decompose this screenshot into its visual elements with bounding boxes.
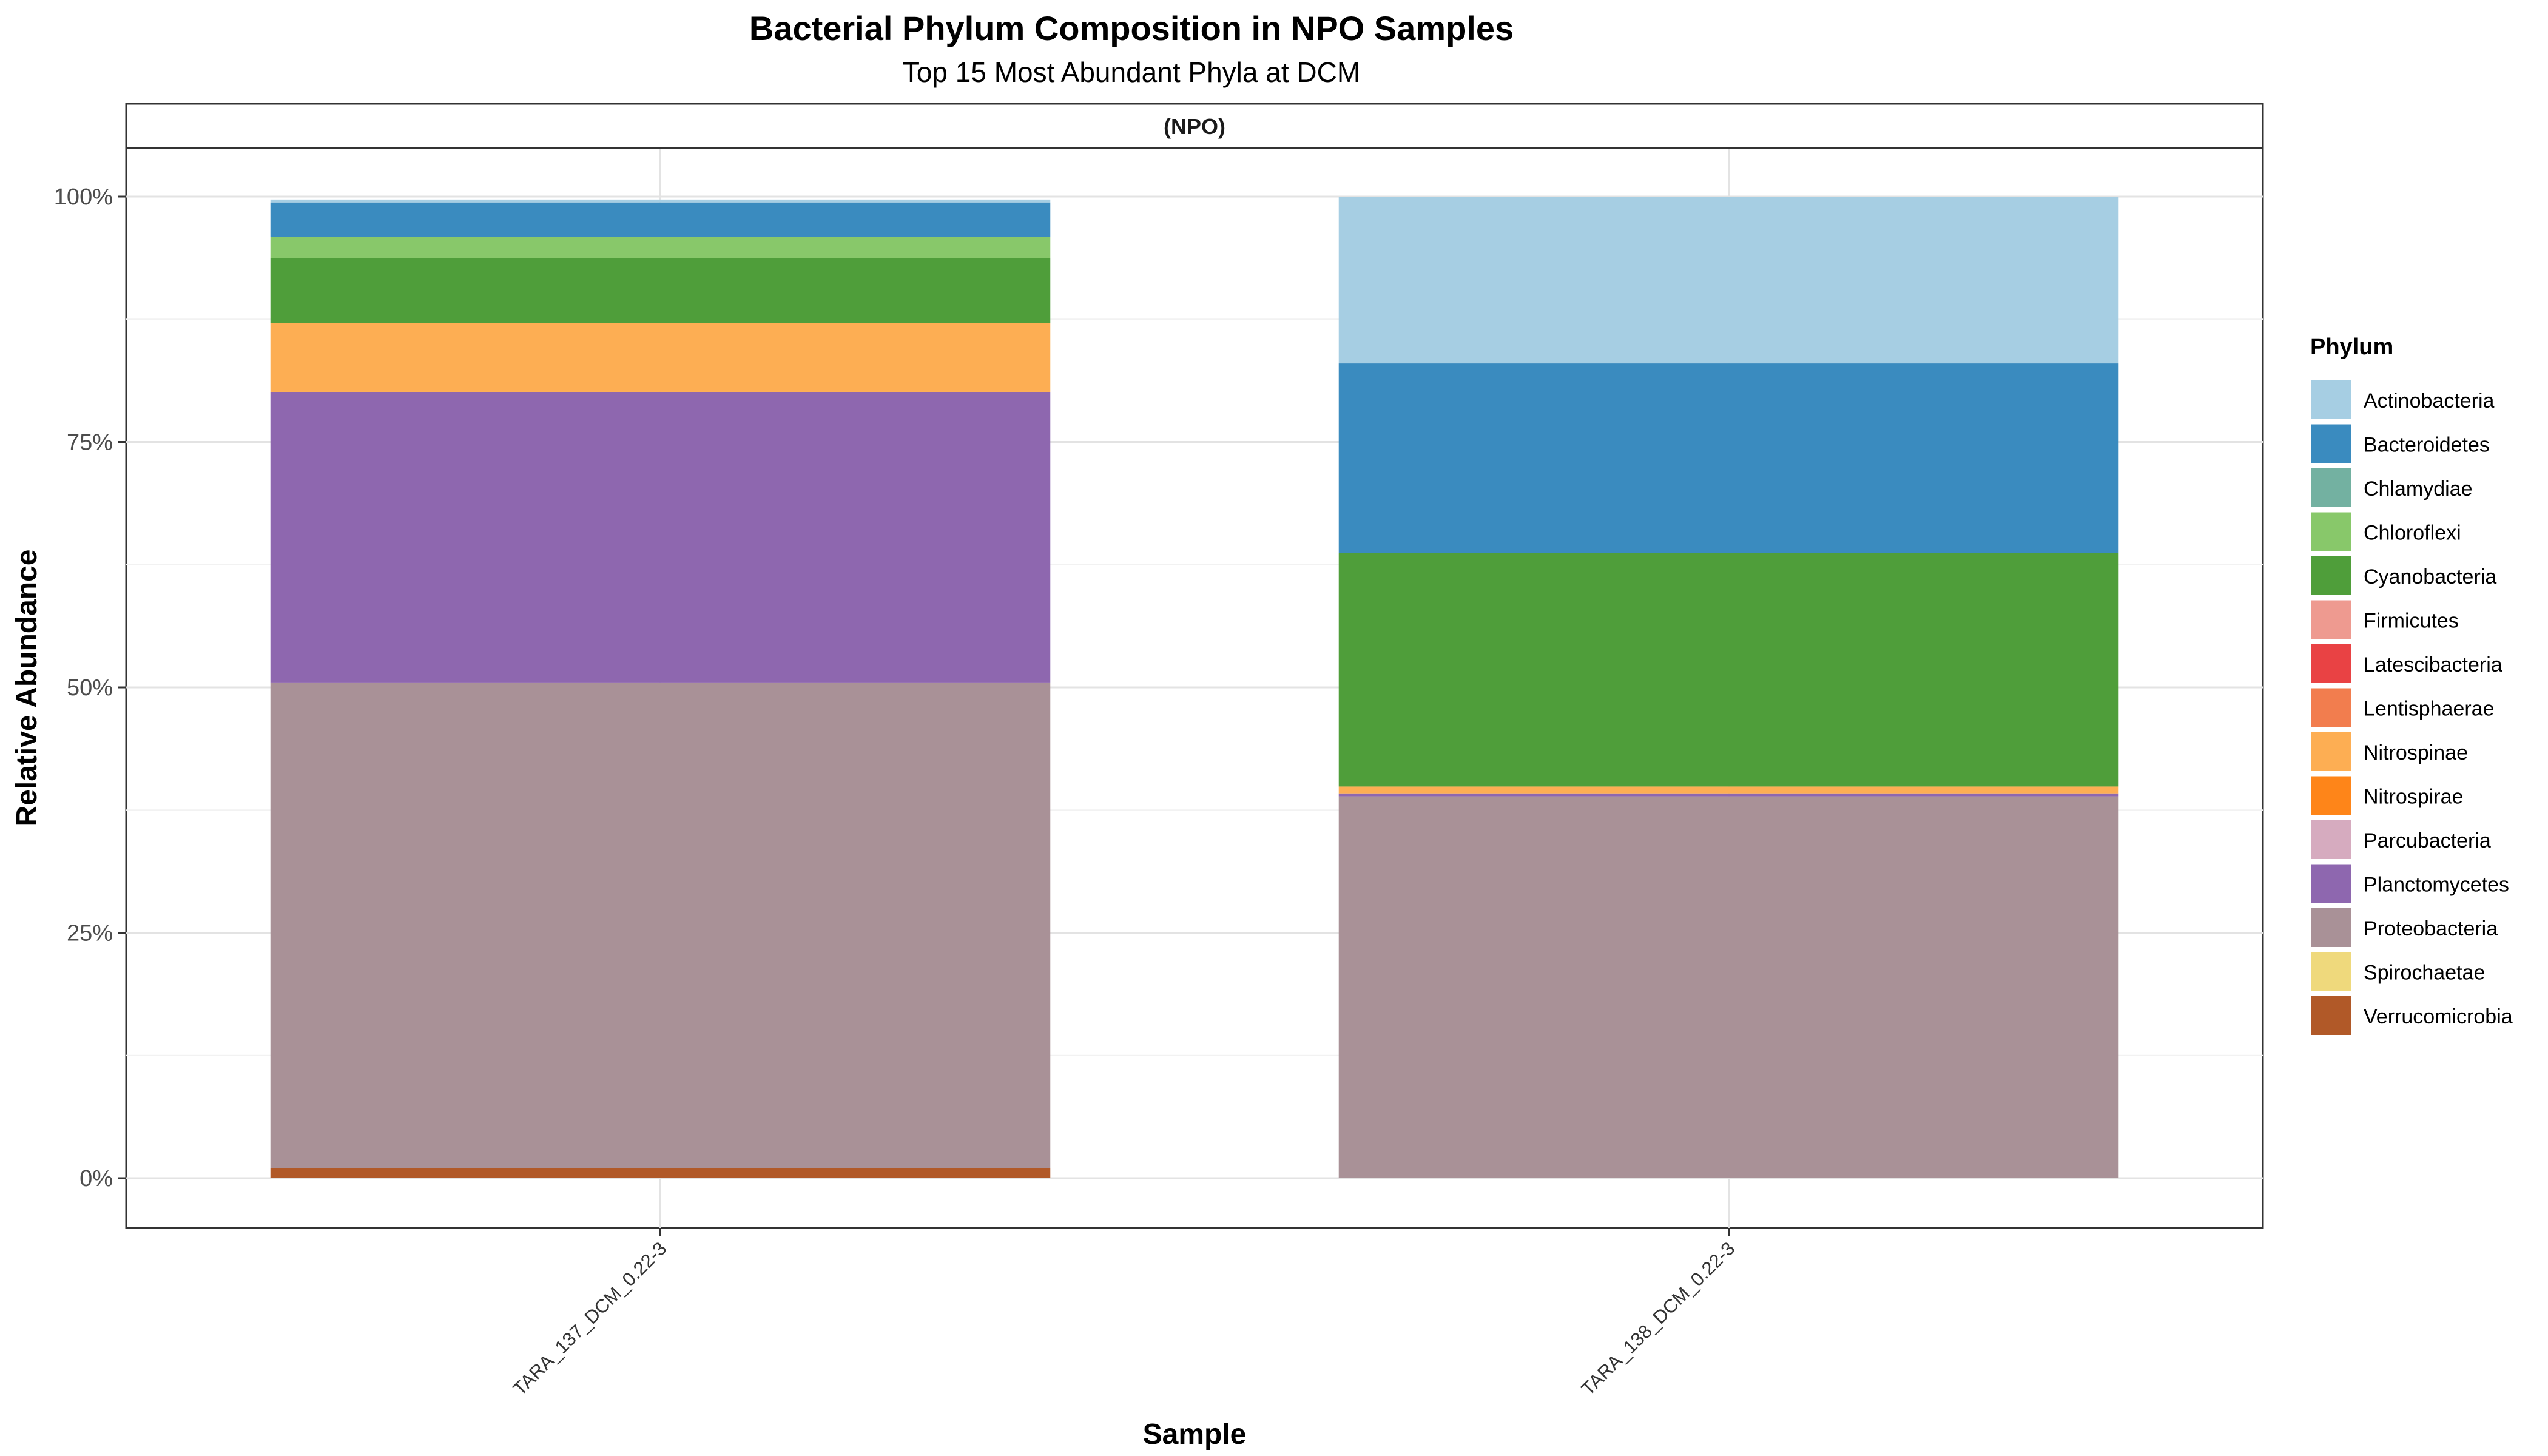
bar-segment-planctomycetes [1338,793,2119,797]
x-tick-label: TARA_137_DCM_0.22-3 [509,1238,671,1400]
bar-segment-nitrospinae [1338,786,2119,794]
legend-label-cyanobacteria: Cyanobacteria [2364,565,2496,588]
legend-label-chloroflexi: Chloroflexi [2364,522,2461,545]
bar-segment-bacteroidetes [270,202,1051,237]
y-axis: 0% 25% 50% 75% 100% [54,184,126,1191]
chart-subtitle: Top 15 Most Abundant Phyla at DCM [902,56,1361,88]
y-tick-label: 25% [67,921,113,946]
bar-segment-verrucomicrobia [270,1168,1051,1178]
y-tick-label: 75% [67,430,113,456]
chart-title: Bacterial Phylum Composition in NPO Samp… [749,9,1514,47]
legend-swatch-parcubacteria [2310,819,2352,860]
bar-segment-proteobacteria [1338,796,2119,1178]
y-tick-label: 50% [67,675,113,701]
legend-swatch-lentisphaerae [2310,687,2352,729]
legend-label-planctomycetes: Planctomycetes [2364,874,2509,897]
legend-swatch-cyanobacteria [2310,555,2352,596]
bar-segment-bacteroidetes [1338,363,2119,553]
bar-segment-actinobacteria [1338,197,2119,364]
x-axis: TARA_137_DCM_0.22-3 TARA_138_DCM_0.22-3 [509,1228,1739,1400]
legend-label-spirochaetae: Spirochaetae [2364,962,2485,985]
legend-label-latescibacteria: Latescibacteria [2364,653,2502,676]
legend-swatch-nitrospirae [2310,775,2352,817]
y-tick-label: 0% [79,1166,113,1191]
facet-strip [125,103,2264,149]
bar-segment-chloroflexi [270,237,1051,258]
bar-segment-planctomycetes [270,391,1051,682]
legend-label-chlamydiae: Chlamydiae [2364,477,2473,500]
bar-segment-cyanobacteria [270,258,1051,323]
legend-swatch-spirochaetae [2310,951,2352,993]
legend-swatch-chlamydiae [2310,467,2352,508]
legend-swatch-planctomycetes [2310,863,2352,905]
legend-swatch-latescibacteria [2310,643,2352,684]
legend-label-verrucomicrobia: Verrucomicrobia [2364,1005,2513,1028]
bar-segment-proteobacteria [270,682,1051,1168]
legend-label-actinobacteria: Actinobacteria [2364,389,2495,413]
legend-swatch-nitrospinae [2310,731,2352,772]
legend-label-proteobacteria: Proteobacteria [2364,917,2498,940]
legend-label-nitrospirae: Nitrospirae [2364,786,2463,809]
bars-layer [270,197,2119,1178]
y-axis-title: Relative Abundance [11,549,43,826]
legend-title: Phylum [2310,334,2393,360]
y-tick-label: 100% [54,184,113,210]
legend-label-firmicutes: Firmicutes [2364,610,2459,633]
legend-label-nitrospinae: Nitrospinae [2364,741,2468,764]
x-tick-label: TARA_138_DCM_0.22-3 [1577,1238,1739,1400]
legend-swatch-chloroflexi [2310,511,2352,553]
legend-swatch-actinobacteria [2310,379,2352,420]
x-axis-title: Sample [1143,1418,1247,1451]
legend: Phylum Actinobacteria Bacteroidetes Chlamyd… [2310,334,2513,1036]
bar-segment-cyanobacteria [1338,553,2119,787]
bar-segment-nitrospinae [270,323,1051,392]
legend-swatch-verrucomicrobia [2310,995,2352,1036]
legend-swatch-firmicutes [2310,599,2352,641]
legend-swatch-proteobacteria [2310,907,2352,948]
legend-label-parcubacteria: Parcubacteria [2364,829,2491,852]
bar-segment-actinobacteria [270,199,1051,203]
legend-swatch-bacteroidetes [2310,423,2352,465]
legend-label-bacteroidetes: Bacteroidetes [2364,434,2490,457]
legend-label-lentisphaerae: Lentisphaerae [2364,698,2495,721]
facet-label: (NPO) [1164,114,1225,139]
